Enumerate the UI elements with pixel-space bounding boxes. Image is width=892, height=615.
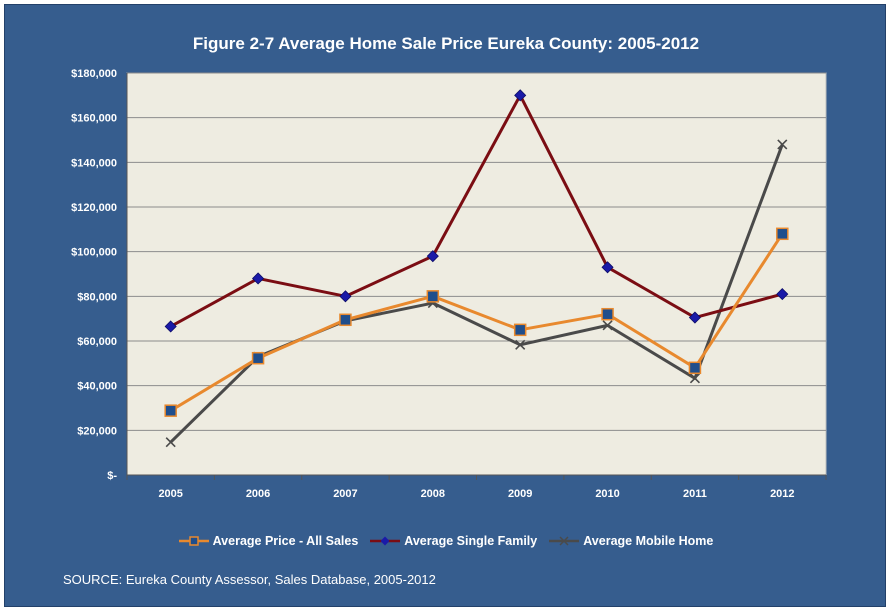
legend-swatch-all-sales bbox=[178, 536, 209, 546]
x-tick-label: 2005 bbox=[158, 488, 182, 500]
y-tick-label: $100,000 bbox=[71, 247, 117, 259]
data-point-average-price-all-sales bbox=[251, 351, 265, 365]
x-marker-stroke bbox=[602, 320, 613, 331]
source-note: SOURCE: Eureka County Assessor, Sales Da… bbox=[63, 572, 436, 587]
legend-label-all-sales: Average Price - All Sales bbox=[212, 534, 359, 548]
data-point-average-mobile-home bbox=[602, 320, 613, 331]
y-tick-label: $40,000 bbox=[77, 381, 117, 393]
data-point-average-single-family bbox=[514, 89, 527, 102]
data-point-average-mobile-home bbox=[689, 373, 701, 384]
x-tick-label: 2008 bbox=[421, 488, 445, 500]
x-marker-stroke bbox=[689, 373, 701, 384]
x-tick-label: 2010 bbox=[595, 488, 619, 500]
data-point-average-mobile-home bbox=[165, 437, 176, 448]
data-point-average-price-all-sales bbox=[339, 313, 352, 327]
plot-area bbox=[126, 72, 827, 476]
data-point-average-single-family bbox=[426, 250, 439, 263]
data-point-average-single-family bbox=[776, 288, 789, 301]
y-tick-label: $20,000 bbox=[77, 425, 117, 437]
x-marker-stroke bbox=[515, 339, 526, 350]
x-tick-label: 2011 bbox=[683, 488, 707, 500]
data-point-average-price-all-sales bbox=[513, 323, 527, 337]
legend-swatch-mobile-home bbox=[549, 536, 580, 546]
data-point-average-single-family bbox=[339, 290, 352, 303]
data-point-average-price-all-sales bbox=[426, 290, 440, 303]
series-line-average-price-all-sales bbox=[169, 232, 784, 412]
legend: Average Price - All Sales Average Single… bbox=[5, 531, 887, 551]
legend-label-single-family: Average Single Family bbox=[404, 534, 538, 548]
legend-item-all-sales: Average Price - All Sales bbox=[178, 534, 359, 548]
x-tick-label: 2006 bbox=[246, 488, 270, 500]
data-point-average-mobile-home bbox=[777, 139, 788, 150]
data-point-average-single-family bbox=[164, 320, 177, 333]
y-tick-label: $160,000 bbox=[71, 113, 117, 125]
series-line-average-single-family bbox=[169, 93, 783, 328]
data-point-average-mobile-home bbox=[515, 339, 526, 350]
data-point-average-single-family bbox=[688, 311, 702, 324]
legend-label-mobile-home: Average Mobile Home bbox=[583, 534, 714, 548]
x-tick-label: 2012 bbox=[770, 488, 794, 500]
line-chart: $- $20,000 $40,000 $60,000 $80,000 $100,000 $1… bbox=[71, 68, 827, 500]
data-point-average-price-all-sales bbox=[776, 227, 789, 241]
axes: $- $20,000 $40,000 $60,000 $80,000 $100,000 $1… bbox=[71, 68, 827, 500]
y-tick-label: $80,000 bbox=[77, 291, 117, 303]
data-point-average-price-all-sales bbox=[164, 404, 177, 417]
legend-item-single-family: Average Single Family bbox=[370, 534, 537, 548]
x-marker-stroke bbox=[165, 437, 176, 448]
y-tick-label: $140,000 bbox=[71, 157, 117, 169]
chart-frame: Figure 2-7 Average Home Sale Price Eurek… bbox=[4, 4, 886, 607]
legend-swatch-single-family bbox=[370, 536, 401, 546]
y-tick-label: $180,000 bbox=[71, 68, 117, 80]
x-tick-label: 2007 bbox=[333, 488, 357, 500]
x-marker-stroke bbox=[777, 139, 788, 150]
series-layer bbox=[164, 89, 789, 448]
legend-item-mobile-home: Average Mobile Home bbox=[549, 534, 713, 548]
data-point-average-price-all-sales bbox=[601, 307, 614, 321]
y-tick-label: $120,000 bbox=[71, 202, 117, 214]
y-tick-label: $- bbox=[107, 470, 117, 482]
x-tick-label: 2009 bbox=[508, 488, 532, 500]
data-point-average-single-family bbox=[251, 272, 265, 285]
data-point-average-price-all-sales bbox=[688, 361, 702, 375]
chart-title: Figure 2-7 Average Home Sale Price Eurek… bbox=[192, 34, 700, 53]
y-tick-label: $60,000 bbox=[77, 336, 117, 348]
data-point-average-single-family bbox=[601, 261, 614, 274]
